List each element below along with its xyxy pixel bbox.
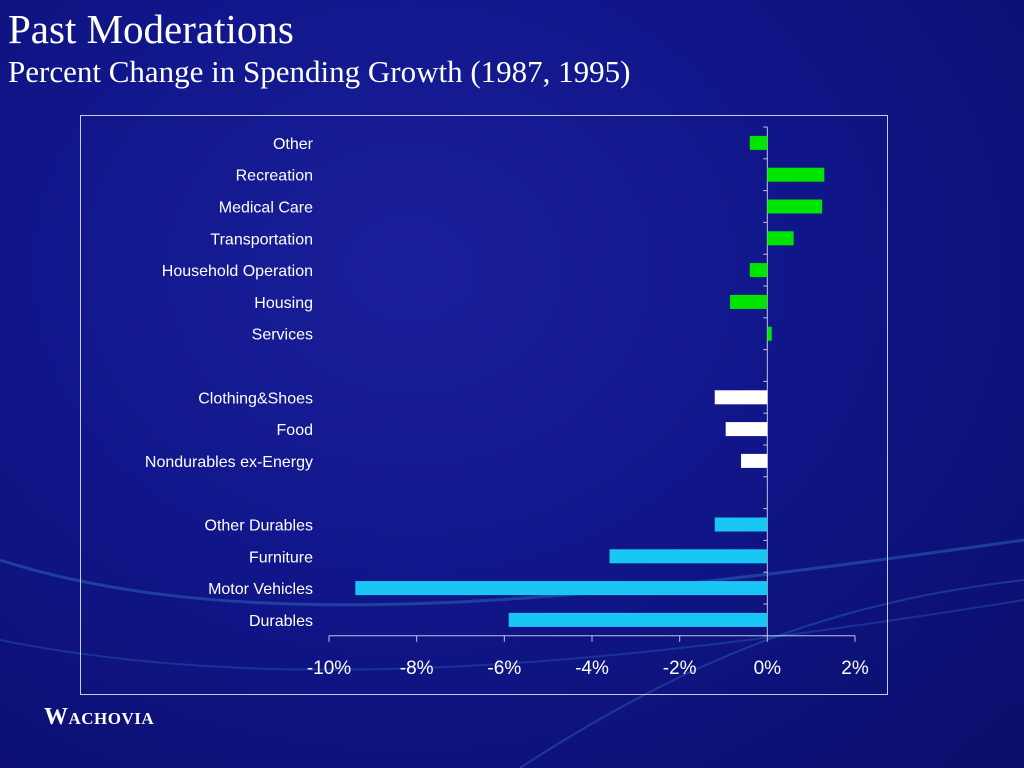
x-tick-label: -4% xyxy=(575,658,609,679)
category-label: Clothing&Shoes xyxy=(198,390,313,407)
category-label: Recreation xyxy=(236,168,313,185)
category-label: Nondurables ex-Energy xyxy=(145,454,313,471)
bar xyxy=(725,422,768,437)
category-label: Services xyxy=(252,327,313,344)
chart-frame: -10% -8% -6% -4% -2% 0% 2% Other Recreation Medic… xyxy=(80,115,888,695)
bar xyxy=(508,612,768,627)
category-label: Other Durables xyxy=(205,518,314,535)
bar-chart: -10% -8% -6% -4% -2% 0% 2% Other Recreation Medic… xyxy=(145,126,869,679)
category-label: Medical Care xyxy=(219,200,313,217)
x-tick-label: -6% xyxy=(487,658,521,679)
category-label: Household Operation xyxy=(162,263,313,280)
bar xyxy=(749,135,768,150)
bar xyxy=(749,263,768,278)
category-label: Other xyxy=(273,136,314,153)
bar xyxy=(767,231,794,246)
category-label: Furniture xyxy=(249,549,313,566)
bar xyxy=(730,294,768,309)
category-label: Durables xyxy=(249,613,313,630)
x-tick-label: -8% xyxy=(400,658,434,679)
bar xyxy=(767,199,823,214)
slide-subtitle: Percent Change in Spending Growth (1987,… xyxy=(8,54,631,89)
bar xyxy=(767,326,772,341)
x-tick-label: 2% xyxy=(841,658,869,679)
x-tick-label: 0% xyxy=(754,658,782,679)
bar xyxy=(741,453,768,468)
slide-header: Past Moderations Percent Change in Spend… xyxy=(8,6,630,90)
bar xyxy=(714,390,768,405)
x-tick-label: -2% xyxy=(663,658,697,679)
category-label: Motor Vehicles xyxy=(208,581,313,598)
bar xyxy=(767,167,825,182)
bar xyxy=(355,581,768,596)
x-tick-label: -10% xyxy=(307,658,351,679)
wachovia-logo: WACHOVIA xyxy=(44,704,155,730)
category-label: Food xyxy=(277,422,313,439)
bar xyxy=(609,549,768,564)
category-label: Transportation xyxy=(210,231,313,248)
category-label: Housing xyxy=(254,295,313,312)
bar xyxy=(714,517,768,532)
slide-title: Past Moderations xyxy=(8,6,294,52)
